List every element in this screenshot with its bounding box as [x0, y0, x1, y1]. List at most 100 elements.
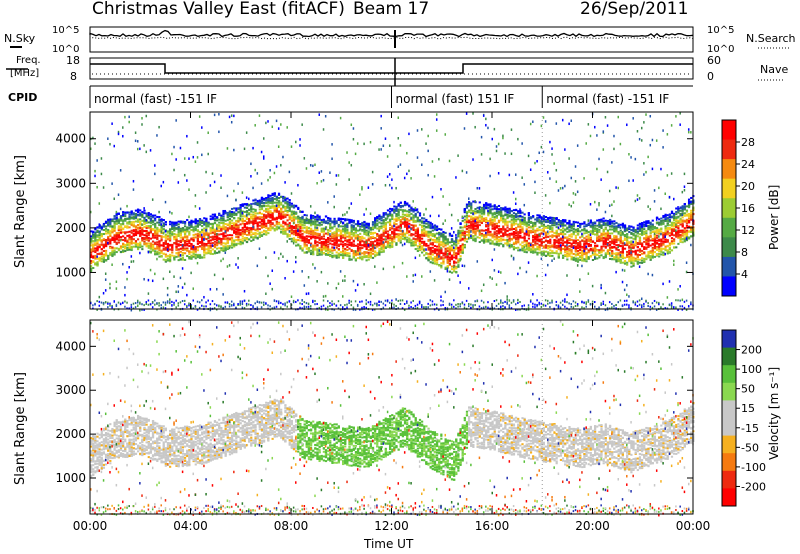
cell	[397, 218, 400, 221]
cell	[239, 242, 242, 245]
cell	[322, 229, 325, 232]
cell	[186, 179, 188, 182]
cell	[102, 233, 106, 236]
cell	[179, 233, 182, 236]
cell	[94, 254, 97, 257]
cell	[327, 282, 329, 285]
cell	[177, 231, 180, 234]
cell	[216, 223, 219, 226]
cell	[408, 169, 410, 173]
cell	[431, 251, 434, 254]
cell	[252, 213, 255, 216]
cell	[92, 240, 95, 243]
cell	[179, 229, 182, 232]
cell	[139, 301, 141, 304]
cell	[301, 247, 304, 250]
cell	[354, 223, 358, 226]
cell	[181, 236, 185, 239]
cell	[124, 211, 127, 214]
cell	[406, 172, 408, 176]
cell	[303, 230, 306, 233]
cell	[156, 134, 158, 137]
cell	[429, 223, 432, 226]
cell	[151, 306, 154, 309]
cell	[158, 240, 161, 243]
cell	[380, 225, 383, 228]
cell	[250, 203, 253, 206]
cell	[171, 212, 173, 215]
cell	[158, 304, 160, 307]
cell	[145, 229, 148, 232]
cell	[177, 254, 180, 257]
cell	[164, 259, 167, 262]
cell	[393, 211, 396, 214]
cell	[453, 241, 456, 244]
cell	[416, 211, 419, 214]
cell	[393, 228, 396, 231]
cell	[322, 242, 325, 245]
cell	[194, 219, 197, 222]
cell	[378, 251, 381, 254]
cell	[282, 216, 285, 219]
cell	[361, 237, 364, 240]
cell	[433, 262, 437, 265]
cell	[267, 274, 269, 278]
cell	[320, 243, 323, 246]
cell	[115, 280, 118, 284]
cell	[376, 215, 379, 218]
cell	[292, 227, 296, 230]
cell	[391, 186, 393, 190]
cell	[363, 226, 366, 229]
cell	[410, 207, 413, 210]
cell	[151, 219, 155, 222]
cell	[98, 236, 101, 239]
cell	[393, 229, 396, 232]
cell	[284, 232, 287, 235]
cell	[363, 233, 366, 236]
cell	[111, 249, 114, 252]
cell	[393, 237, 396, 240]
cell	[241, 191, 244, 194]
cell	[149, 227, 152, 230]
cell	[453, 256, 456, 259]
cell	[352, 254, 355, 257]
cell	[448, 259, 451, 262]
cell	[433, 248, 437, 251]
cell	[190, 251, 193, 254]
cell	[416, 306, 419, 309]
cell	[156, 236, 159, 239]
cell	[209, 226, 212, 229]
cell	[316, 216, 319, 219]
cell	[196, 256, 199, 259]
cell	[395, 236, 398, 239]
cell	[399, 237, 402, 240]
cell	[194, 248, 197, 251]
cell	[117, 130, 120, 134]
cell	[126, 301, 128, 304]
cell	[329, 235, 332, 238]
cell	[100, 232, 103, 235]
cell	[151, 247, 155, 250]
cell	[115, 241, 118, 244]
cell	[132, 238, 135, 241]
cell	[194, 250, 197, 253]
cell	[314, 222, 317, 225]
freq-panel: Freq. [MHz] 18 8 60 0 Nave	[6, 54, 788, 86]
cell	[280, 123, 282, 126]
cell	[96, 308, 98, 311]
cell	[269, 168, 271, 172]
cell	[365, 302, 367, 306]
cell	[431, 259, 434, 262]
cell	[322, 295, 325, 298]
cell	[198, 306, 201, 309]
cell	[220, 174, 222, 177]
cell	[164, 301, 167, 304]
cell	[100, 251, 103, 254]
cell	[166, 257, 170, 260]
cell	[346, 252, 349, 255]
cell	[397, 116, 400, 119]
cell	[324, 244, 328, 247]
cell	[254, 208, 257, 211]
cell	[169, 223, 172, 226]
cell	[335, 240, 338, 243]
